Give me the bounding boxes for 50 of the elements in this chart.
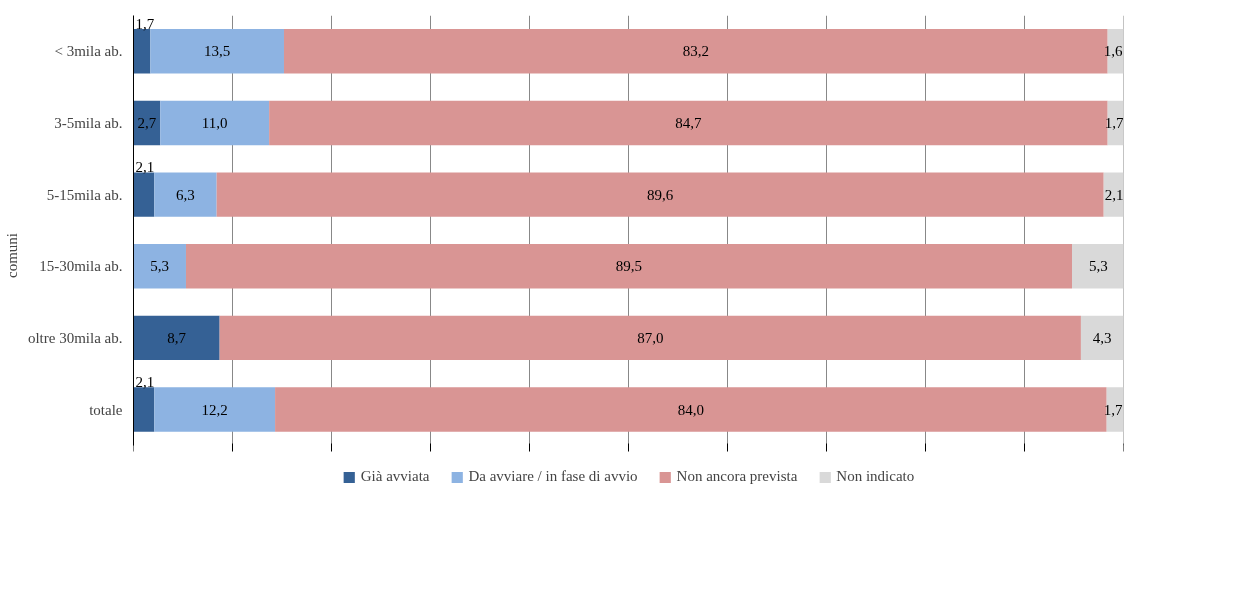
data-label: 8,7 bbox=[167, 329, 187, 346]
data-label: 11,0 bbox=[201, 114, 228, 131]
data-label: 4,3 bbox=[1092, 329, 1112, 346]
y-tick-label: < 3mila ab. bbox=[54, 43, 123, 60]
y-tick-label: 3-5mila ab. bbox=[54, 114, 123, 131]
data-label: 1,7 bbox=[135, 16, 155, 33]
data-label: 84,0 bbox=[677, 401, 704, 418]
bar bbox=[133, 29, 151, 74]
bar bbox=[160, 100, 270, 146]
bar bbox=[150, 29, 284, 74]
data-label: 2,1 bbox=[1104, 186, 1124, 203]
data-label: 87,0 bbox=[637, 329, 664, 346]
data-label: 2,1 bbox=[135, 374, 155, 391]
y-axis-title: comuni bbox=[3, 233, 20, 278]
bar bbox=[1080, 315, 1124, 361]
bar bbox=[133, 244, 186, 289]
data-label: 6,3 bbox=[176, 186, 195, 203]
legend-label: Già avviata bbox=[360, 468, 430, 485]
legend-label: Da avviare / in fase di avvio bbox=[468, 468, 638, 485]
data-label: 2,7 bbox=[137, 114, 157, 131]
bar bbox=[185, 244, 1073, 289]
data-label: 84,7 bbox=[675, 114, 703, 131]
data-label: 1,7 bbox=[1103, 401, 1124, 418]
bar bbox=[133, 100, 161, 146]
data-label: 5,3 bbox=[1088, 258, 1108, 275]
bar bbox=[269, 100, 1108, 146]
data-label: 13,5 bbox=[204, 43, 231, 60]
data-label: 1,7 bbox=[1104, 114, 1124, 131]
bar bbox=[133, 315, 220, 361]
legend-label: Non ancora prevista bbox=[676, 468, 798, 485]
bar bbox=[154, 387, 276, 432]
bar bbox=[216, 172, 1104, 217]
data-label: 89,5 bbox=[615, 258, 643, 275]
y-tick-label: totale bbox=[89, 401, 123, 418]
y-tick-label: oltre 30mila ab. bbox=[27, 329, 123, 346]
bar bbox=[154, 172, 217, 217]
bar bbox=[1072, 244, 1124, 289]
y-tick-label: 15-30mila ab. bbox=[39, 258, 123, 275]
data-label: 89,6 bbox=[647, 186, 674, 203]
data-label: 5,3 bbox=[150, 258, 170, 275]
legend-label: Non indicato bbox=[836, 468, 915, 485]
bar bbox=[133, 172, 155, 217]
data-label: 83,2 bbox=[682, 43, 709, 60]
bar bbox=[219, 315, 1081, 361]
bar bbox=[275, 387, 1107, 432]
bar bbox=[133, 387, 155, 432]
data-label: 2,1 bbox=[135, 159, 155, 176]
data-label: 12,2 bbox=[201, 401, 228, 418]
data-label: 1,6 bbox=[1103, 43, 1124, 60]
y-tick-label: 5-15mila ab. bbox=[46, 186, 123, 203]
